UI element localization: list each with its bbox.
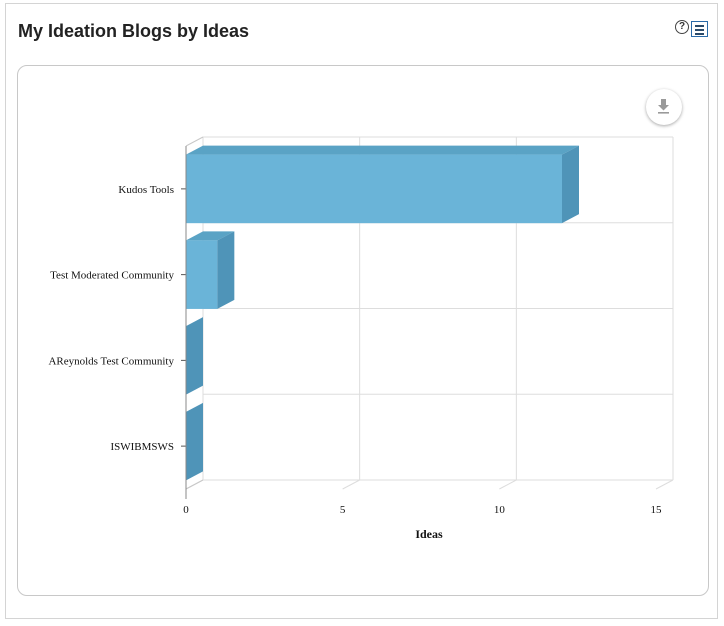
download-button[interactable] — [646, 89, 682, 125]
category-label: ISWIBMSWS — [110, 441, 174, 453]
category-label: AReynolds Test Community — [48, 355, 174, 367]
x-tick-label: 10 — [494, 504, 506, 516]
floor-gridline — [499, 479, 517, 490]
bar-top — [186, 231, 235, 241]
bar — [186, 240, 218, 309]
x-axis-title: Ideas — [415, 527, 443, 541]
x-tick-label: 15 — [651, 504, 663, 516]
menu-icon-line — [695, 29, 704, 31]
bar — [186, 154, 562, 224]
bar-side — [217, 231, 235, 309]
x-tick-label: 0 — [183, 504, 189, 516]
help-icon[interactable]: ? — [675, 20, 689, 34]
bar-side — [562, 145, 579, 224]
download-icon — [658, 99, 669, 114]
bar-top — [186, 145, 579, 155]
floor-gridline — [655, 479, 674, 490]
category-label: Test Moderated Community — [50, 270, 174, 282]
axis-wall-bottom — [185, 479, 204, 490]
chart-container: Kudos Tools Test Moderated Community AReyn… — [17, 65, 709, 596]
menu-icon-line — [695, 33, 704, 35]
bar-zero — [186, 402, 203, 481]
bar-chart: Kudos Tools Test Moderated Community AReyn… — [48, 136, 674, 541]
widget-title: My Ideation Blogs by Ideas — [18, 21, 250, 41]
bar-zero — [186, 317, 203, 395]
widget-panel: My Ideation Blogs by Ideas ? Kudos Tools… — [5, 3, 718, 619]
category-label: Kudos Tools — [118, 184, 174, 196]
menu-icon-line — [695, 25, 704, 27]
floor-gridline — [342, 479, 360, 490]
axis-wall-top — [185, 136, 204, 147]
x-tick-label: 5 — [340, 504, 346, 516]
menu-icon[interactable] — [691, 21, 708, 37]
